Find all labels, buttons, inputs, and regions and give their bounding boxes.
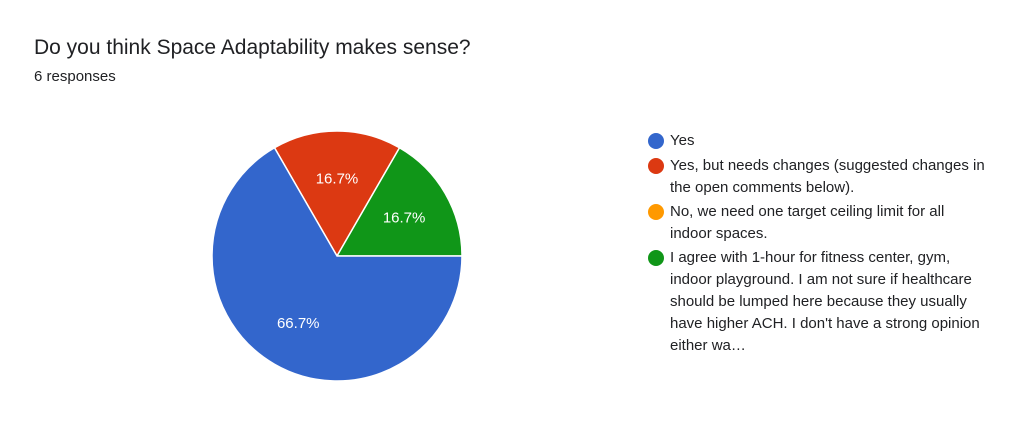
response-count: 6 responses xyxy=(34,68,116,85)
slice-percent-label: 16.7% xyxy=(383,209,426,226)
chart-title: Do you think Space Adaptability makes se… xyxy=(34,36,471,59)
slice-percent-label: 16.7% xyxy=(316,171,359,188)
legend-item-yes-needs-changes[interactable]: Yes, but needs changes (suggested change… xyxy=(648,155,988,199)
legend-dot-icon xyxy=(648,133,664,149)
slice-percent-label: 66.7% xyxy=(277,315,320,332)
legend-label: No, we need one target ceiling limit for… xyxy=(670,203,945,242)
legend-dot-icon xyxy=(648,204,664,220)
legend-label: Yes, but needs changes (suggested change… xyxy=(670,157,985,196)
legend-item-no-one-limit[interactable]: No, we need one target ceiling limit for… xyxy=(648,201,988,245)
pie-slice-0[interactable] xyxy=(211,146,463,382)
legend-label: I agree with 1-hour for fitness center, … xyxy=(670,249,980,354)
pie-slice-1[interactable] xyxy=(273,130,401,258)
legend-label: Yes xyxy=(670,132,695,149)
pie-slice-3[interactable] xyxy=(335,146,463,257)
legend: Yes Yes, but needs changes (suggested ch… xyxy=(648,130,988,359)
legend-item-agree-one-hour[interactable]: I agree with 1-hour for fitness center, … xyxy=(648,247,988,357)
legend-item-yes[interactable]: Yes xyxy=(648,130,988,152)
legend-dot-icon xyxy=(648,250,664,266)
legend-dot-icon xyxy=(648,158,664,174)
